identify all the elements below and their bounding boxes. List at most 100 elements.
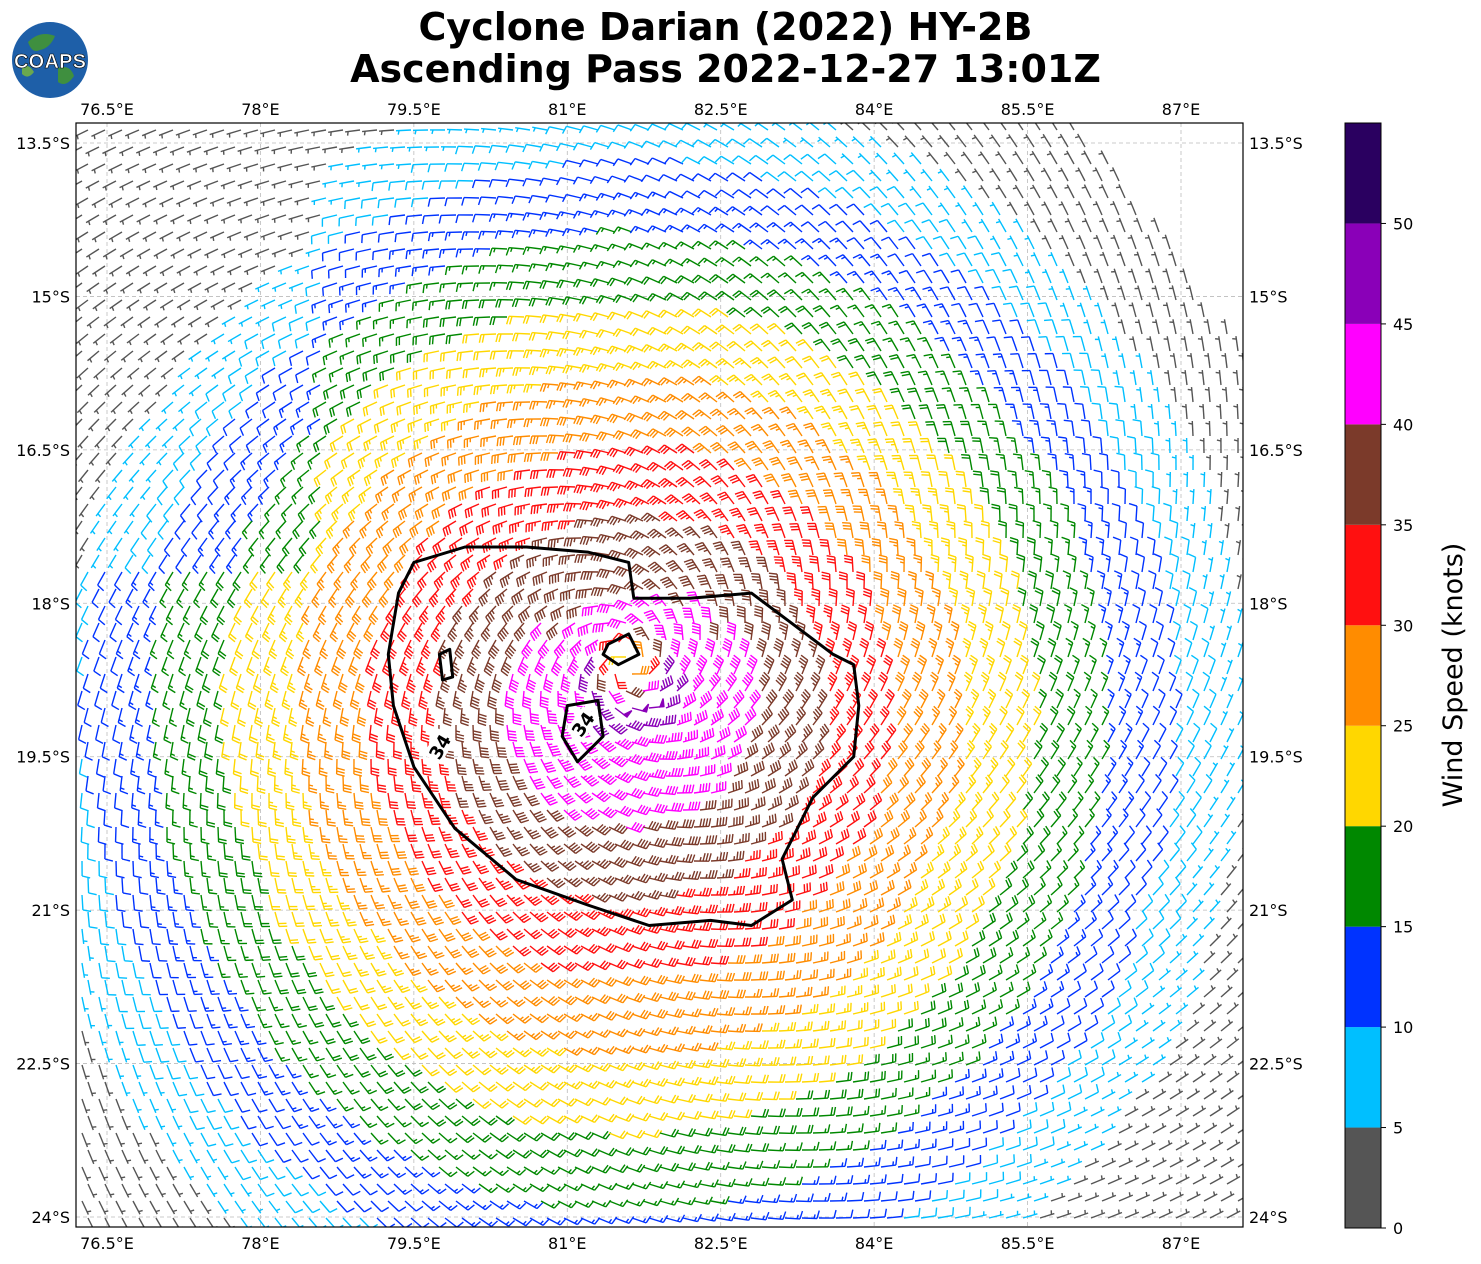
wind-barb xyxy=(240,1081,257,1096)
wind-barb xyxy=(274,1013,290,1029)
wind-barb xyxy=(1141,1037,1155,1049)
wind-barb xyxy=(852,1209,871,1219)
wind-barb xyxy=(363,435,378,452)
wind-barb xyxy=(1128,502,1138,522)
wind-barb xyxy=(200,1098,216,1114)
wind-barb xyxy=(173,486,185,506)
wind-barb xyxy=(886,723,897,743)
wind-barb xyxy=(1129,370,1137,386)
wind-barb xyxy=(682,1110,702,1120)
wind-barb xyxy=(767,970,786,981)
wind-barb xyxy=(457,418,474,431)
wind-barb xyxy=(846,237,865,250)
wind-barb xyxy=(1226,830,1237,845)
wind-barb xyxy=(1192,1174,1207,1185)
wind-barb xyxy=(801,758,815,777)
wind-barb xyxy=(733,1109,753,1119)
wind-barb xyxy=(550,656,563,677)
wind-barb xyxy=(1016,877,1030,896)
wind-barb xyxy=(152,741,162,761)
wind-barb xyxy=(306,741,316,761)
wind-barb xyxy=(903,757,915,777)
wind-barb xyxy=(1050,553,1060,573)
wind-barb xyxy=(933,303,950,318)
wind-barb xyxy=(250,605,259,626)
wind-barb xyxy=(909,185,922,199)
wind-barb xyxy=(903,931,919,947)
wind-barb xyxy=(1220,319,1228,335)
wind-barb xyxy=(373,707,384,727)
wind-barb xyxy=(421,180,440,190)
wind-barb xyxy=(1084,739,1094,760)
wind-barb xyxy=(1099,452,1109,471)
wind-barb xyxy=(440,384,457,397)
lat-tick-label-right: 18°S xyxy=(1249,594,1288,613)
axis-ticks: 76.5°E76.5°E78°E78°E79.5°E79.5°E81°E81°E… xyxy=(16,100,1303,1253)
wind-barb xyxy=(495,298,514,308)
wind-barb xyxy=(1141,1071,1156,1083)
wind-barb xyxy=(767,1039,786,1049)
wind-barb xyxy=(136,180,151,191)
wind-barb xyxy=(770,489,786,505)
wind-barb xyxy=(478,588,491,607)
wind-barb xyxy=(257,979,272,995)
wind-barb xyxy=(863,1122,881,1134)
wind-barb xyxy=(435,605,446,625)
wind-barb xyxy=(274,1047,291,1062)
wind-barb xyxy=(880,587,890,607)
wind-barb xyxy=(1220,916,1232,930)
wind-barb xyxy=(136,248,151,260)
wind-barb xyxy=(280,656,289,677)
wind-barb xyxy=(195,435,208,454)
wind-barb xyxy=(1067,1192,1083,1202)
wind-barb xyxy=(1151,285,1160,301)
wind-barb xyxy=(903,1173,921,1185)
wind-barb xyxy=(196,690,206,711)
wind-barb xyxy=(254,707,264,727)
wind-barb xyxy=(160,333,174,345)
wind-barb xyxy=(1065,251,1075,267)
wind-barb xyxy=(773,556,786,573)
wind-barb xyxy=(852,505,865,522)
wind-barb xyxy=(1022,791,1034,811)
wind-barb xyxy=(161,401,174,414)
wind-barb xyxy=(540,724,554,741)
wind-barb xyxy=(614,1045,635,1055)
wind-barb xyxy=(108,163,123,174)
wind-barb xyxy=(1145,302,1154,318)
wind-barb xyxy=(189,1217,201,1227)
wind-barb xyxy=(217,894,229,912)
wind-barb xyxy=(1094,503,1104,522)
wind-barb xyxy=(883,654,894,675)
wind-barb xyxy=(361,588,372,608)
wind-barb xyxy=(506,724,518,742)
wind-barb xyxy=(137,350,151,363)
wind-barb xyxy=(474,452,491,465)
colorbar-tick-label: 45 xyxy=(1393,315,1413,334)
wind-barb xyxy=(771,523,786,539)
wind-barb xyxy=(353,1132,372,1146)
wind-barb xyxy=(663,654,675,675)
wind-barb xyxy=(1244,694,1250,708)
wind-barb xyxy=(278,401,293,419)
wind-barb xyxy=(959,570,969,590)
wind-barb xyxy=(1186,1191,1201,1202)
wind-barb xyxy=(220,214,236,224)
wind-barb xyxy=(1152,705,1161,726)
wind-barb xyxy=(918,688,929,709)
wind-barb xyxy=(1090,894,1103,913)
wind-barb xyxy=(835,220,854,233)
wind-barb xyxy=(1016,1193,1032,1202)
wind-barb xyxy=(257,1183,275,1197)
wind-barb xyxy=(629,395,650,405)
wind-barb xyxy=(982,705,991,726)
wind-barb xyxy=(528,160,548,170)
wind-barb xyxy=(920,792,933,811)
wind-barb xyxy=(181,758,191,778)
lon-tick-label-bottom: 79.5°E xyxy=(387,1234,441,1253)
wind-barb xyxy=(681,426,701,437)
wind-barb xyxy=(793,671,804,692)
wind-barb xyxy=(495,877,514,891)
wind-barb xyxy=(495,1013,515,1025)
wind-barb xyxy=(291,843,303,861)
